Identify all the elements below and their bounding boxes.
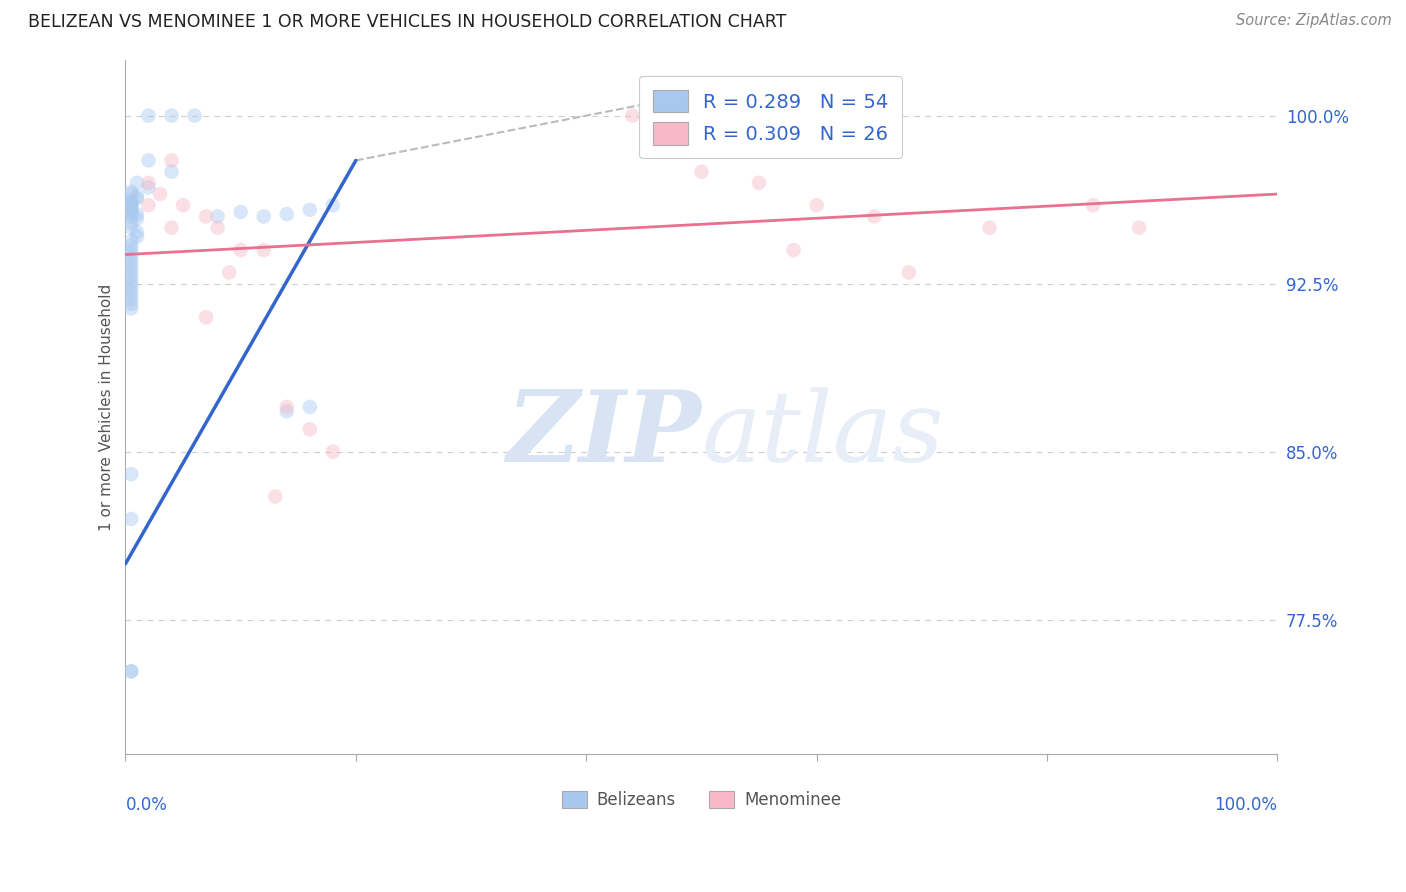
- Point: [120, 665, 142, 679]
- Point: [120, 210, 142, 224]
- Point: [253, 243, 276, 257]
- Point: [195, 210, 218, 224]
- Point: [120, 194, 142, 208]
- Point: [120, 265, 142, 279]
- Point: [120, 202, 142, 217]
- Text: BELIZEAN VS MENOMINEE 1 OR MORE VEHICLES IN HOUSEHOLD CORRELATION CHART: BELIZEAN VS MENOMINEE 1 OR MORE VEHICLES…: [28, 13, 786, 31]
- Point: [125, 229, 148, 244]
- Point: [125, 176, 148, 190]
- Point: [120, 256, 142, 270]
- Point: [138, 109, 160, 123]
- Point: [863, 210, 886, 224]
- Legend: Belizeans, Menominee: Belizeans, Menominee: [555, 784, 848, 815]
- Point: [276, 404, 298, 418]
- Point: [120, 269, 142, 284]
- Point: [782, 243, 804, 257]
- Point: [207, 210, 229, 224]
- Point: [322, 444, 344, 458]
- Point: [264, 490, 287, 504]
- Point: [229, 205, 252, 219]
- Point: [806, 198, 828, 212]
- Point: [120, 220, 142, 235]
- Point: [138, 153, 160, 168]
- Point: [207, 220, 229, 235]
- Point: [120, 288, 142, 302]
- Point: [120, 198, 142, 212]
- Point: [120, 275, 142, 289]
- Point: [120, 284, 142, 298]
- Point: [125, 211, 148, 226]
- Text: ZIP: ZIP: [506, 386, 702, 483]
- Point: [138, 180, 160, 194]
- Point: [195, 310, 218, 325]
- Point: [979, 220, 1001, 235]
- Point: [120, 279, 142, 293]
- Y-axis label: 1 or more Vehicles in Household: 1 or more Vehicles in Household: [100, 284, 114, 531]
- Point: [690, 164, 713, 178]
- Point: [125, 189, 148, 203]
- Point: [120, 238, 142, 252]
- Point: [120, 252, 142, 266]
- Point: [120, 293, 142, 307]
- Point: [1081, 198, 1104, 212]
- Point: [298, 202, 321, 217]
- Point: [120, 467, 142, 482]
- Point: [897, 265, 920, 279]
- Point: [120, 260, 142, 275]
- Point: [120, 207, 142, 221]
- Point: [160, 164, 183, 178]
- Point: [120, 234, 142, 248]
- Point: [172, 198, 194, 212]
- Point: [183, 109, 205, 123]
- Point: [125, 225, 148, 239]
- Point: [1128, 220, 1150, 235]
- Text: 0.0%: 0.0%: [125, 796, 167, 814]
- Point: [120, 187, 142, 202]
- Point: [138, 198, 160, 212]
- Point: [276, 207, 298, 221]
- Point: [149, 187, 172, 202]
- Point: [748, 176, 770, 190]
- Point: [120, 665, 142, 679]
- Point: [120, 196, 142, 211]
- Text: atlas: atlas: [702, 387, 945, 483]
- Point: [218, 265, 240, 279]
- Point: [120, 512, 142, 526]
- Point: [160, 220, 183, 235]
- Point: [120, 216, 142, 230]
- Point: [120, 301, 142, 316]
- Point: [276, 400, 298, 414]
- Point: [120, 205, 142, 219]
- Point: [120, 243, 142, 257]
- Point: [138, 176, 160, 190]
- Point: [125, 192, 148, 206]
- Text: 100.0%: 100.0%: [1215, 796, 1278, 814]
- Point: [322, 198, 344, 212]
- Point: [120, 185, 142, 199]
- Text: Source: ZipAtlas.com: Source: ZipAtlas.com: [1236, 13, 1392, 29]
- Point: [253, 210, 276, 224]
- Point: [229, 243, 252, 257]
- Point: [120, 297, 142, 311]
- Point: [125, 207, 148, 221]
- Point: [298, 400, 321, 414]
- Point: [298, 422, 321, 436]
- Point: [160, 109, 183, 123]
- Point: [621, 109, 644, 123]
- Point: [120, 198, 142, 212]
- Point: [120, 247, 142, 261]
- Point: [120, 201, 142, 215]
- Point: [160, 153, 183, 168]
